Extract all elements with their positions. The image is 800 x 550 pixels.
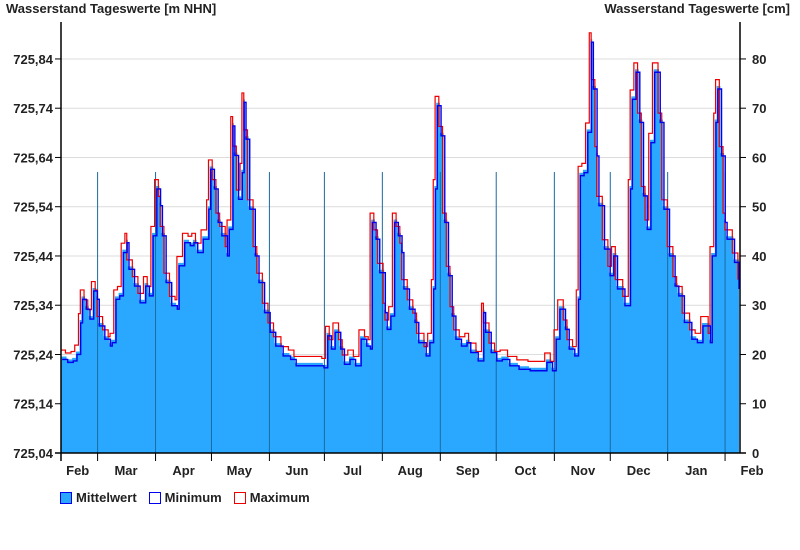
left-tick-label: 725,24 — [13, 347, 54, 362]
month-label: Apr — [172, 463, 194, 478]
month-label: Feb — [740, 463, 763, 478]
month-label: Feb — [66, 463, 89, 478]
month-label: Dec — [627, 463, 651, 478]
month-label: May — [227, 463, 253, 478]
month-label: Mar — [114, 463, 137, 478]
month-label: Jul — [343, 463, 362, 478]
left-tick-label: 725,84 — [13, 52, 54, 67]
left-tick-label: 725,04 — [13, 446, 54, 461]
left-tick-label: 725,74 — [13, 101, 54, 116]
legend-swatch-maximum — [233, 491, 246, 504]
month-label: Jun — [285, 463, 308, 478]
left-tick-label: 725,54 — [13, 200, 54, 215]
right-tick-label: 80 — [752, 52, 766, 67]
legend-item-minimum: Minimum — [148, 490, 222, 505]
legend-item-mean: Mittelwert — [60, 490, 137, 505]
month-label: Jan — [685, 463, 707, 478]
minimum-line — [62, 41, 740, 372]
left-tick-label: 725,14 — [13, 397, 54, 412]
left-tick-label: 725,34 — [13, 298, 54, 313]
legend-label-minimum: Minimum — [164, 490, 222, 505]
maximum-line — [61, 32, 739, 362]
left-tick-label: 725,44 — [13, 249, 54, 264]
right-tick-label: 70 — [752, 101, 766, 116]
right-tick-label: 20 — [752, 347, 766, 362]
right-tick-label: 50 — [752, 200, 766, 215]
left-tick-label: 725,64 — [13, 150, 54, 165]
legend-item-maximum: Maximum — [233, 490, 310, 505]
month-label: Nov — [571, 463, 596, 478]
right-tick-label: 40 — [752, 249, 766, 264]
legend-label-maximum: Maximum — [249, 490, 310, 505]
legend: Mittelwert Minimum Maximum — [60, 490, 310, 505]
month-label: Sep — [456, 463, 480, 478]
month-label: Aug — [398, 463, 423, 478]
legend-swatch-minimum — [148, 491, 161, 504]
legend-swatch-mean — [60, 491, 72, 504]
right-tick-label: 0 — [752, 446, 759, 461]
right-axis-title: Wasserstand Tageswerte [cm] — [604, 1, 790, 16]
right-tick-label: 30 — [752, 298, 766, 313]
legend-label-mean: Mittelwert — [76, 490, 137, 505]
right-tick-label: 60 — [752, 150, 766, 165]
month-label: Oct — [515, 463, 537, 478]
right-tick-label: 10 — [752, 397, 766, 412]
left-axis-title: Wasserstand Tageswerte [m NHN] — [6, 1, 217, 16]
